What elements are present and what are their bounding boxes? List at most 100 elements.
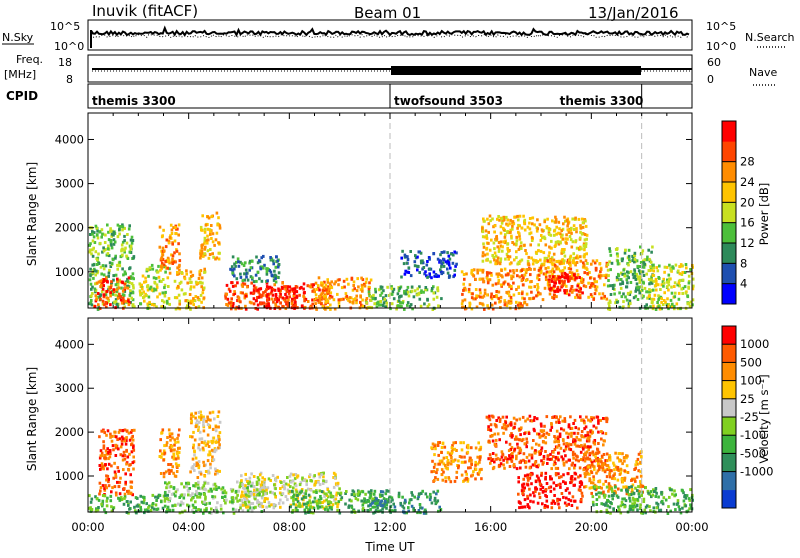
scatter-cell	[510, 277, 513, 280]
scatter-cell	[106, 224, 109, 227]
scatter-cell	[357, 285, 360, 288]
scatter-cell	[125, 463, 128, 466]
scatter-cell	[391, 302, 394, 305]
scatter-cell	[613, 468, 616, 471]
scatter-cell	[437, 499, 440, 502]
scatter-cell	[275, 281, 278, 284]
scatter-cell	[152, 494, 155, 497]
scatter-cell	[582, 261, 585, 264]
scatter-cell	[102, 440, 105, 443]
scatter-cell	[671, 292, 674, 295]
scatter-cell	[568, 459, 571, 462]
scatter-cell	[569, 235, 572, 238]
scatter-cell	[127, 504, 130, 507]
scatter-cell	[101, 233, 104, 236]
scatter-cell	[494, 443, 497, 446]
scatter-cell	[498, 438, 501, 441]
scatter-cell	[180, 482, 183, 485]
scatter-cell	[123, 249, 126, 252]
scatter-cell	[674, 292, 677, 295]
scatter-cell	[103, 249, 106, 252]
scatter-cell	[127, 456, 130, 459]
scatter-cell	[575, 276, 578, 279]
scatter-cell	[279, 487, 282, 490]
scatter-cell	[330, 494, 333, 497]
scatter-cell	[171, 243, 174, 246]
scatter-cell	[194, 500, 197, 503]
scatter-cell	[276, 260, 279, 263]
scatter-cell	[482, 271, 485, 274]
scatter-cell	[121, 267, 124, 270]
scatter-cell	[531, 222, 534, 225]
scatter-cell	[627, 471, 630, 474]
scatter-cell	[236, 494, 239, 497]
scatter-cell	[549, 293, 552, 296]
scatter-cell	[681, 271, 684, 274]
scatter-cell	[575, 227, 578, 230]
scatter-cell	[684, 285, 687, 288]
scatter-cell	[433, 470, 436, 473]
scatter-cell	[178, 223, 181, 226]
scatter-cell	[129, 266, 132, 269]
scatter-cell	[356, 493, 359, 496]
scatter-cell	[148, 296, 151, 299]
scatter-cell	[612, 507, 615, 510]
scatter-cell	[131, 236, 134, 239]
scatter-cell	[520, 449, 523, 452]
scatter-cell	[279, 506, 282, 509]
scatter-cell	[500, 225, 503, 228]
scatter-cell	[554, 264, 557, 267]
scatter-cell	[245, 491, 248, 494]
scatter-cell	[379, 300, 382, 303]
scatter-cell	[585, 245, 588, 248]
scatter-cell	[533, 494, 536, 497]
scatter-cell	[554, 282, 557, 285]
scatter-cell	[507, 255, 510, 258]
scatter-cell	[295, 484, 298, 487]
scatter-cell	[356, 289, 359, 292]
scatter-cell	[593, 277, 596, 280]
scatter-cell	[579, 439, 582, 442]
scatter-cell	[471, 292, 474, 295]
scatter-cell	[620, 459, 623, 462]
scatter-cell	[315, 293, 318, 296]
scatter-cell	[106, 497, 109, 500]
scatter-cell	[586, 262, 589, 265]
scatter-cell	[340, 492, 343, 495]
scatter-cell	[580, 451, 583, 454]
scatter-cell	[118, 485, 121, 488]
scatter-cell	[355, 497, 358, 500]
scatter-cell	[546, 458, 549, 461]
scatter-cell	[100, 273, 103, 276]
scatter-cell	[199, 496, 202, 499]
scatter-cell	[95, 294, 98, 297]
scatter-cell	[110, 490, 113, 493]
scatter-cell	[551, 416, 554, 419]
scatter-cell	[661, 500, 664, 503]
scatter-cell	[471, 474, 474, 477]
scatter-cell	[472, 274, 475, 277]
scatter-cell	[264, 492, 267, 495]
scatter-cell	[224, 502, 227, 505]
scatter-cell	[374, 290, 377, 293]
scatter-cell	[453, 274, 456, 277]
scatter-cell	[580, 481, 583, 484]
scatter-cell	[528, 453, 531, 456]
scatter-cell	[374, 502, 377, 505]
scatter-cell	[262, 291, 265, 294]
scatter-cell	[573, 500, 576, 503]
scatter-cell	[533, 268, 536, 271]
scatter-cell	[185, 273, 188, 276]
scatter-cell	[175, 490, 178, 493]
scatter-cell	[552, 275, 555, 278]
scatter-cell	[147, 284, 150, 287]
scatter-cell	[171, 232, 174, 235]
scatter-cell	[242, 279, 245, 282]
scatter-cell	[563, 429, 566, 432]
scatter-cell	[232, 508, 235, 511]
scatter-cell	[163, 444, 166, 447]
scatter-cell	[489, 457, 492, 460]
scatter-cell	[293, 287, 296, 290]
scatter-cell	[305, 496, 308, 499]
scatter-cell	[212, 232, 215, 235]
